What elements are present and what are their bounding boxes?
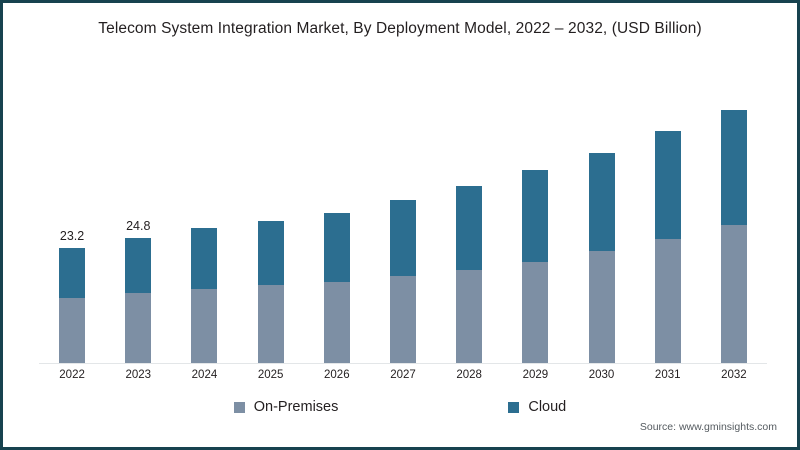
bar-stack-2027[interactable] [390,200,416,363]
bar-stack-2026[interactable] [323,213,350,363]
legend-item-on-premises[interactable]: On-Premises [233,399,339,415]
x-axis-tick-2026: 2026 [324,369,350,381]
bar-segment-on-premises[interactable] [588,251,615,363]
chart-legend: On-Premises Cloud [3,399,797,415]
bar-segment-on-premises[interactable] [125,293,152,363]
bar-segment-cloud[interactable] [191,228,218,289]
x-axis-tick-2031: 2031 [654,369,681,381]
bar-stack-2028[interactable] [456,186,483,363]
x-axis-tick-2022: 2022 [59,369,85,381]
x-axis-tick-2032: 2032 [721,369,747,381]
x-axis-tick-2025: 2025 [257,369,284,381]
x-axis-tick-2027: 2027 [390,369,416,381]
x-axis-labels: 2022 2023 2024 2025 2026 2027 2028 2029 2030 2031… [39,369,767,389]
source-attribution: Source: www.gminsights.com [639,421,777,433]
bar-segment-cloud[interactable] [125,238,152,293]
bar-segment-cloud[interactable] [390,200,416,276]
bar-segment-on-premises[interactable] [257,285,284,363]
bar-segment-cloud[interactable] [257,221,284,285]
legend-swatch-icon [233,401,245,413]
bar-segment-on-premises[interactable] [390,276,416,363]
x-axis-tick-2023: 2023 [125,369,152,381]
bar-segment-on-premises[interactable] [191,289,218,363]
plot-area: 23.2 24.8 [39,63,767,363]
bar-segment-cloud[interactable] [323,213,350,282]
bar-segment-on-premises[interactable] [720,225,747,363]
bar-stack-2031[interactable] [654,131,681,363]
bar-value-label: 24.8 [126,219,151,233]
bar-stack-2025[interactable] [257,221,284,363]
bar-segment-on-premises[interactable] [456,270,483,363]
x-axis-tick-2029: 2029 [522,369,549,381]
bar-segment-on-premises[interactable] [323,282,350,363]
bar-stack-2023[interactable]: 24.8 [125,219,152,363]
legend-label: Cloud [528,399,567,415]
chart-title: Telecom System Integration Market, By De… [98,20,702,37]
x-axis-tick-2030: 2030 [588,369,615,381]
bar-segment-cloud[interactable] [588,153,615,251]
bar-segment-cloud[interactable] [522,170,549,262]
bar-stack-2022[interactable]: 23.2 [59,229,86,363]
x-axis-line [39,363,767,364]
x-axis-tick-2024: 2024 [191,369,218,381]
legend-label: On-Premises [253,399,339,415]
legend-item-cloud[interactable]: Cloud [508,399,566,415]
bar-segment-cloud[interactable] [59,248,86,298]
bar-stack-2032[interactable] [720,110,747,363]
bar-segment-cloud[interactable] [654,131,681,239]
bar-stack-2029[interactable] [522,170,549,363]
x-axis-tick-2028: 2028 [456,369,482,381]
bar-segment-on-premises[interactable] [59,298,86,363]
bar-stack-2024[interactable] [191,228,218,363]
bar-stack-2030[interactable] [588,153,615,363]
bar-segment-cloud[interactable] [720,110,747,225]
bar-value-label: 23.2 [59,229,85,243]
bar-segment-on-premises[interactable] [522,262,549,363]
bar-segment-cloud[interactable] [456,186,483,270]
legend-swatch-icon [508,401,520,413]
bar-segment-on-premises[interactable] [654,239,681,363]
